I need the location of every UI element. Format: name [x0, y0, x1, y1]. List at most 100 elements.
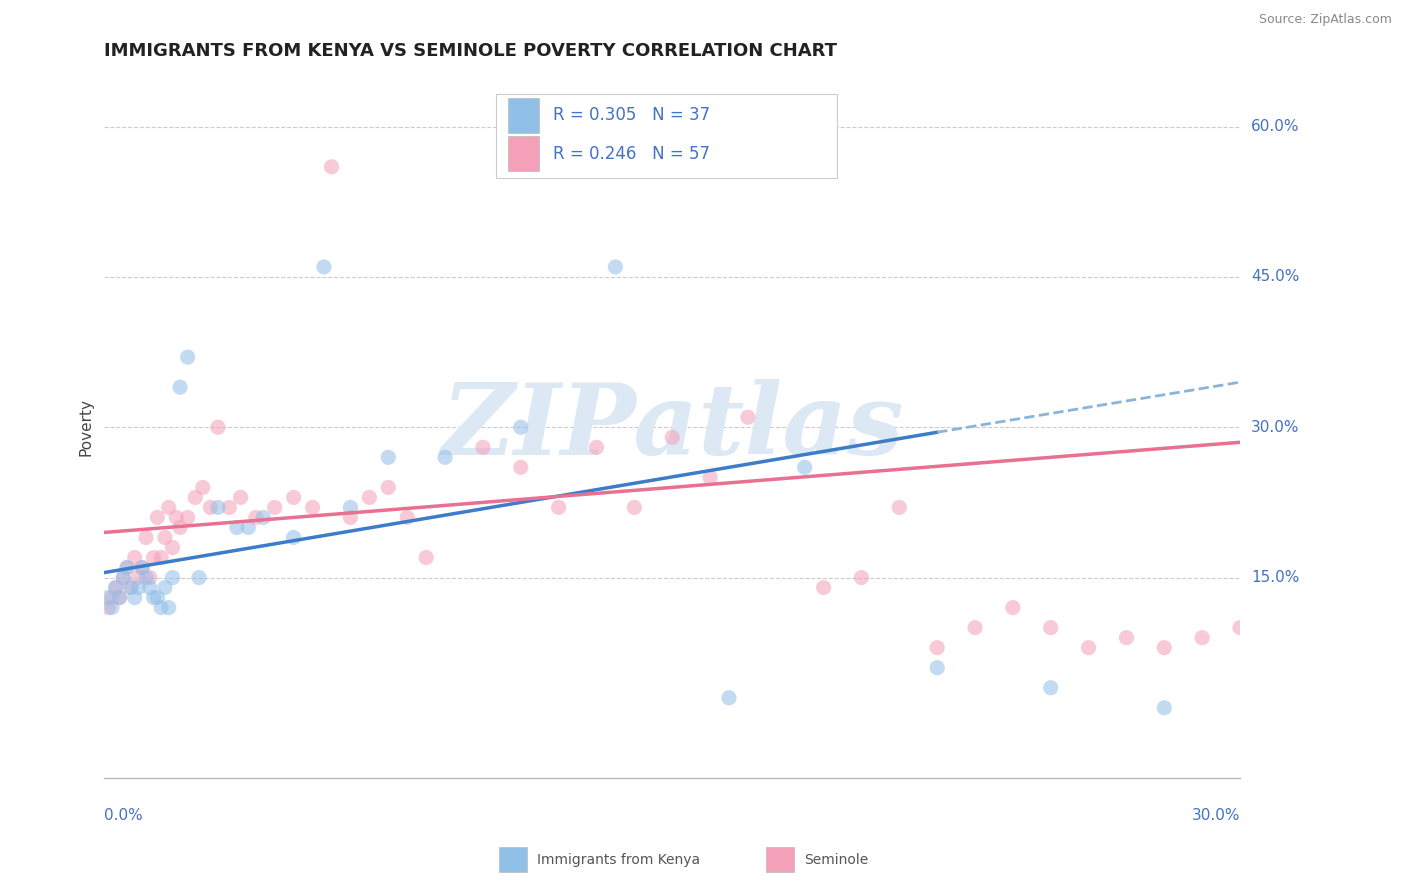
Point — [359, 491, 381, 505]
Point — [104, 581, 127, 595]
Text: 45.0%: 45.0% — [1251, 269, 1299, 285]
Point — [547, 500, 569, 515]
Point — [377, 480, 399, 494]
Point — [321, 160, 343, 174]
Point — [471, 440, 494, 454]
Point — [120, 581, 142, 595]
Point — [245, 510, 267, 524]
Point — [153, 581, 176, 595]
Point — [150, 600, 173, 615]
Point — [312, 260, 335, 274]
Point — [434, 450, 457, 465]
Point — [112, 570, 135, 584]
Point — [142, 591, 165, 605]
Point — [252, 510, 274, 524]
Point — [112, 570, 135, 584]
Text: 30.0%: 30.0% — [1251, 420, 1299, 434]
Point — [146, 510, 169, 524]
Text: 0.0%: 0.0% — [104, 808, 143, 823]
Point — [115, 560, 138, 574]
Point — [191, 480, 214, 494]
Point — [229, 491, 252, 505]
Point — [225, 520, 247, 534]
Point — [139, 581, 162, 595]
Point — [889, 500, 911, 515]
Point — [793, 460, 815, 475]
Point — [927, 661, 949, 675]
Text: R = 0.305   N = 37: R = 0.305 N = 37 — [553, 106, 710, 124]
Point — [737, 410, 759, 425]
Point — [124, 591, 146, 605]
Point — [157, 500, 180, 515]
Point — [851, 570, 873, 584]
Point — [108, 591, 131, 605]
Point — [207, 420, 229, 434]
Point — [623, 500, 645, 515]
Point — [585, 440, 607, 454]
Point — [97, 600, 120, 615]
Point — [717, 690, 740, 705]
Point — [1229, 621, 1251, 635]
Point — [339, 500, 361, 515]
Point — [927, 640, 949, 655]
Point — [200, 500, 222, 515]
FancyBboxPatch shape — [496, 95, 837, 178]
Point — [101, 600, 124, 615]
Point — [142, 550, 165, 565]
Point — [509, 460, 531, 475]
Point — [162, 541, 184, 555]
Point — [108, 591, 131, 605]
Point — [127, 581, 149, 595]
Point — [153, 531, 176, 545]
Point — [263, 500, 285, 515]
Point — [184, 491, 207, 505]
Point — [1039, 681, 1062, 695]
Text: 30.0%: 30.0% — [1191, 808, 1240, 823]
Text: Immigrants from Kenya: Immigrants from Kenya — [537, 853, 700, 867]
Point — [169, 380, 191, 394]
Point — [165, 510, 187, 524]
Point — [162, 570, 184, 584]
Point — [415, 550, 437, 565]
Point — [1039, 621, 1062, 635]
Point — [120, 581, 142, 595]
Point — [146, 591, 169, 605]
Text: IMMIGRANTS FROM KENYA VS SEMINOLE POVERTY CORRELATION CHART: IMMIGRANTS FROM KENYA VS SEMINOLE POVERT… — [104, 42, 838, 60]
Point — [963, 621, 986, 635]
Point — [131, 560, 153, 574]
Point — [176, 350, 198, 364]
Point — [1077, 640, 1099, 655]
Text: R = 0.246   N = 57: R = 0.246 N = 57 — [553, 145, 710, 162]
Text: 15.0%: 15.0% — [1251, 570, 1299, 585]
Point — [176, 510, 198, 524]
Text: Seminole: Seminole — [804, 853, 869, 867]
Point — [150, 550, 173, 565]
Point — [396, 510, 419, 524]
Point — [699, 470, 721, 484]
Point — [1115, 631, 1137, 645]
Point — [1153, 700, 1175, 714]
Point — [283, 491, 305, 505]
Point — [157, 600, 180, 615]
Point — [283, 531, 305, 545]
Point — [127, 570, 149, 584]
Point — [1153, 640, 1175, 655]
Point — [509, 420, 531, 434]
Point — [115, 560, 138, 574]
Point — [218, 500, 240, 515]
Point — [207, 500, 229, 515]
Point — [813, 581, 835, 595]
Point — [1191, 631, 1213, 645]
Point — [605, 260, 627, 274]
Point — [1001, 600, 1024, 615]
Point — [101, 591, 124, 605]
Point — [139, 570, 162, 584]
Point — [124, 550, 146, 565]
Point — [97, 591, 120, 605]
Point — [135, 531, 157, 545]
Point — [238, 520, 260, 534]
Text: ZIPatlas: ZIPatlas — [441, 379, 904, 475]
Point — [188, 570, 211, 584]
Point — [301, 500, 323, 515]
Text: 60.0%: 60.0% — [1251, 120, 1299, 134]
